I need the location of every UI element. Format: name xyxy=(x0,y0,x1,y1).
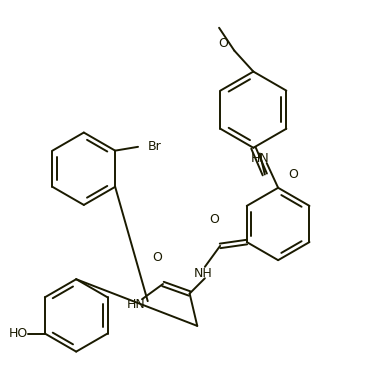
Text: O: O xyxy=(210,213,219,226)
Text: HN: HN xyxy=(250,152,269,165)
Text: O: O xyxy=(288,168,298,181)
Text: O: O xyxy=(152,251,162,264)
Text: NH: NH xyxy=(194,267,212,280)
Text: HO: HO xyxy=(8,327,28,340)
Text: Br: Br xyxy=(147,140,161,153)
Text: HN: HN xyxy=(127,298,146,312)
Text: O: O xyxy=(218,37,228,50)
